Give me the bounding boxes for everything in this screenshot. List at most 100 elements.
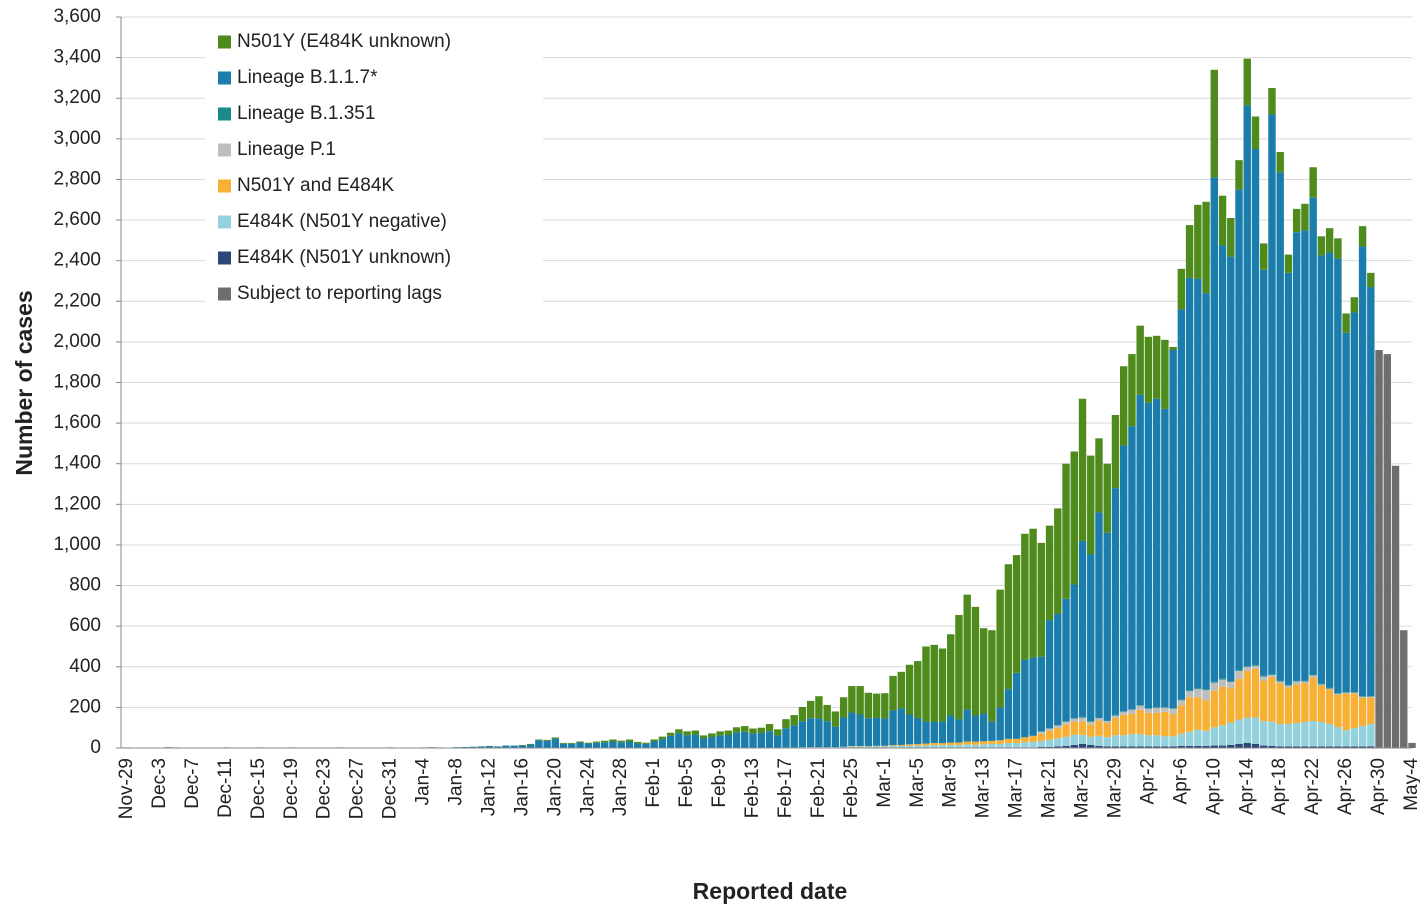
bar-segment <box>1194 697 1201 729</box>
bar-segment <box>1095 438 1102 512</box>
bar-segment <box>1054 508 1061 614</box>
bar-segment <box>856 686 863 714</box>
bar-segment <box>823 705 830 721</box>
bar-segment <box>1318 722 1325 746</box>
bar-segment <box>1227 723 1234 745</box>
bar-segment <box>1276 681 1283 683</box>
bar-segment <box>1194 205 1201 279</box>
x-tick-label: Mar-21 <box>1039 758 1060 818</box>
bar-segment <box>1087 721 1094 722</box>
bar-segment <box>1095 718 1102 720</box>
bar-segment <box>1211 682 1218 683</box>
bar-segment <box>1178 705 1185 733</box>
bar-segment <box>873 694 880 718</box>
y-tick-label: 1,200 <box>53 493 101 514</box>
bar-segment <box>543 740 550 741</box>
bar-segment <box>601 742 608 748</box>
bar-segment <box>1021 660 1028 738</box>
bar-segment <box>1071 452 1078 585</box>
bar-segment <box>1128 709 1135 710</box>
bar-segment <box>1161 409 1168 707</box>
bar-segment <box>626 739 633 741</box>
bar-segment <box>1351 728 1358 746</box>
bar-segment <box>1071 719 1078 722</box>
bar-segment <box>1235 744 1242 748</box>
bar-segment <box>716 735 723 748</box>
legend-swatch <box>218 108 231 121</box>
bar-segment <box>865 718 872 746</box>
bar-segment <box>552 737 559 738</box>
y-tick-label: 600 <box>69 615 101 636</box>
bar-segment <box>1194 688 1201 689</box>
bar-segment <box>1351 297 1358 312</box>
bar-segment <box>1095 718 1102 719</box>
bar-segment <box>996 740 1003 744</box>
bar-segment <box>1268 722 1275 746</box>
x-tick-label: Mar-17 <box>1006 758 1027 818</box>
y-tick-label: 3,000 <box>53 128 101 149</box>
y-tick-label: 3,200 <box>53 87 101 108</box>
bar-segment <box>683 735 690 748</box>
bar-segment <box>922 722 929 744</box>
x-tick-label: Feb-21 <box>808 758 829 818</box>
bar-segment <box>1054 614 1061 725</box>
bar-segment <box>1194 279 1201 688</box>
bar-segment <box>1153 713 1160 735</box>
bar-segment <box>1244 671 1251 718</box>
bar-segment <box>1046 526 1053 620</box>
bar-segment <box>1318 684 1325 685</box>
bar-segment <box>823 721 830 747</box>
y-tick-label: 2,400 <box>53 250 101 271</box>
bar-segment <box>1046 740 1053 747</box>
bar-segment <box>1244 743 1251 748</box>
bar-segment <box>1046 731 1053 740</box>
bar-segment <box>988 744 995 748</box>
bar-segment <box>1178 309 1185 699</box>
bar-segment <box>1145 708 1152 709</box>
bar-segment <box>1285 687 1292 724</box>
bar-segment <box>766 724 773 731</box>
bar-segment <box>914 744 921 746</box>
bar-segment <box>1005 564 1012 689</box>
bar-segment <box>914 661 921 718</box>
bar-segment <box>1276 172 1283 680</box>
bar-segment <box>1309 198 1316 675</box>
bar-segment <box>1309 677 1316 721</box>
y-tick-label: 2,000 <box>53 331 101 352</box>
x-tick-label: Mar-13 <box>973 758 994 818</box>
bar-segment <box>873 718 880 746</box>
legend-swatch <box>218 252 231 265</box>
x-axis-title: Reported date <box>693 878 848 904</box>
y-tick-label: 2,600 <box>53 209 101 230</box>
bar-segment <box>1301 683 1308 722</box>
bar-segment <box>1400 630 1407 748</box>
bar-segment <box>1194 730 1201 746</box>
bar-segment <box>543 741 550 748</box>
bar-segment <box>1062 721 1069 722</box>
legend-background <box>205 22 543 312</box>
bar-segment <box>1309 721 1316 746</box>
bar-segment <box>1038 732 1045 734</box>
bar-segment <box>1219 679 1226 680</box>
bar-segment <box>1367 724 1374 746</box>
bar-segment <box>609 742 616 748</box>
bar-segment <box>898 745 905 746</box>
bar-segment <box>552 739 559 748</box>
bar-segment <box>1326 253 1333 688</box>
bar-segment <box>1293 232 1300 680</box>
bar-segment <box>1186 697 1193 732</box>
bar-segment <box>1342 693 1349 694</box>
bar-segment <box>1359 226 1366 246</box>
legend-label: Lineage B.1.1.7* <box>237 67 378 88</box>
bar-segment <box>1252 669 1259 718</box>
bar-segment <box>1359 696 1366 697</box>
bar-segment <box>840 697 847 717</box>
bar-segment <box>1359 698 1366 726</box>
bar-segment <box>1351 693 1358 694</box>
x-tick-label: Mar-25 <box>1072 758 1093 818</box>
bar-segment <box>799 721 806 747</box>
bar-segment <box>1219 680 1226 687</box>
bar-segment <box>1260 677 1267 681</box>
bar-segment <box>1334 259 1341 693</box>
